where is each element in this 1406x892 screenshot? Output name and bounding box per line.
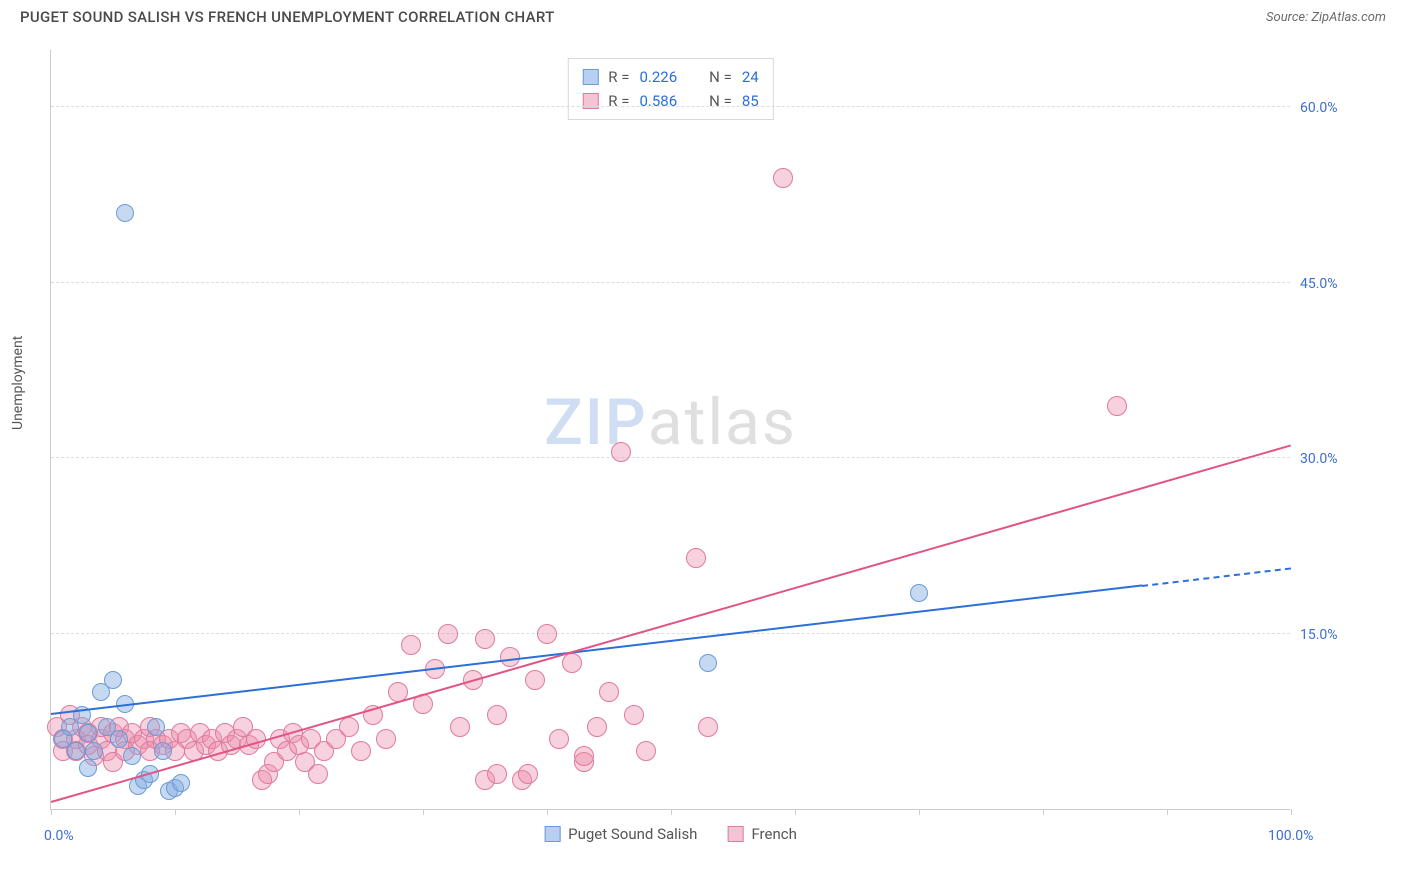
r-value-salish: 0.226 xyxy=(639,65,677,89)
salish-point xyxy=(67,742,85,760)
swatch-salish xyxy=(582,69,598,85)
french-point xyxy=(686,548,706,568)
french-point xyxy=(537,624,557,644)
r-label: R = xyxy=(608,89,629,113)
y-tick-label: 60.0% xyxy=(1300,100,1360,116)
r-value-french: 0.586 xyxy=(639,89,677,113)
gridline xyxy=(51,106,1290,107)
french-point xyxy=(308,764,328,784)
chart-title: PUGET SOUND SALISH VS FRENCH UNEMPLOYMEN… xyxy=(20,8,555,26)
salish-point xyxy=(699,654,717,672)
x-tick-mark xyxy=(299,809,300,815)
x-tick-mark xyxy=(795,809,796,815)
french-point xyxy=(574,746,594,766)
legend-item-french: French xyxy=(727,825,796,843)
n-label: N = xyxy=(709,65,732,89)
gridline xyxy=(51,457,1290,458)
x-tick-mark xyxy=(423,809,424,815)
french-point xyxy=(773,168,793,188)
salish-point xyxy=(104,671,122,689)
salish-point xyxy=(116,204,134,222)
french-point xyxy=(562,653,582,673)
scatter-chart: ZIPatlas R = 0.226 N = 24 R = 0.586 N = … xyxy=(50,50,1290,810)
r-label: R = xyxy=(608,65,629,89)
watermark-atlas: atlas xyxy=(648,385,797,460)
y-tick-label: 15.0% xyxy=(1300,627,1360,643)
stats-row-salish: R = 0.226 N = 24 xyxy=(582,65,758,89)
chart-source: Source: ZipAtlas.com xyxy=(1266,10,1386,25)
salish-point xyxy=(147,718,165,736)
chart-header: PUGET SOUND SALISH VS FRENCH UNEMPLOYMEN… xyxy=(0,0,1406,32)
salish-point xyxy=(110,730,128,748)
y-tick-label: 30.0% xyxy=(1300,451,1360,467)
french-point xyxy=(549,729,569,749)
y-tick-label: 45.0% xyxy=(1300,276,1360,292)
watermark-zip: ZIP xyxy=(544,385,648,460)
salish-point xyxy=(123,747,141,765)
salish-point xyxy=(154,742,172,760)
n-label: N = xyxy=(709,89,732,113)
series-legend: Puget Sound Salish French xyxy=(544,825,797,843)
french-point xyxy=(599,682,619,702)
legend-label-french: French xyxy=(751,825,796,843)
salish-point xyxy=(910,584,928,602)
x-axis-min-label: 0.0% xyxy=(44,828,74,844)
salish-point xyxy=(79,759,97,777)
y-axis-label: Unemployment xyxy=(10,336,26,430)
french-point xyxy=(339,717,359,737)
legend-item-salish: Puget Sound Salish xyxy=(544,825,697,843)
n-value-salish: 24 xyxy=(742,65,759,89)
stats-row-french: R = 0.586 N = 85 xyxy=(582,89,758,113)
french-point xyxy=(450,717,470,737)
french-point xyxy=(525,670,545,690)
gridline xyxy=(51,633,1290,634)
x-tick-mark xyxy=(547,809,548,815)
x-axis-max-label: 100.0% xyxy=(1268,828,1313,844)
french-point xyxy=(401,635,421,655)
x-tick-mark xyxy=(51,809,52,815)
x-tick-mark xyxy=(1167,809,1168,815)
swatch-french xyxy=(727,826,743,842)
french-point xyxy=(698,717,718,737)
french-point xyxy=(376,729,396,749)
french-point xyxy=(487,764,507,784)
n-value-french: 85 xyxy=(742,89,759,113)
x-tick-mark xyxy=(1291,809,1292,815)
x-tick-mark xyxy=(175,809,176,815)
x-tick-mark xyxy=(671,809,672,815)
swatch-salish xyxy=(544,826,560,842)
french-point xyxy=(624,705,644,725)
french-point xyxy=(351,741,371,761)
gridline xyxy=(51,282,1290,283)
correlation-stats-box: R = 0.226 N = 24 R = 0.586 N = 85 xyxy=(567,58,773,120)
regression-line xyxy=(51,445,1292,804)
french-point xyxy=(1107,396,1127,416)
salish-point xyxy=(85,742,103,760)
french-point xyxy=(518,764,538,784)
regression-line xyxy=(1142,567,1291,587)
salish-point xyxy=(172,774,190,792)
regression-line xyxy=(51,585,1142,716)
watermark: ZIPatlas xyxy=(544,385,797,460)
french-point xyxy=(475,629,495,649)
french-point xyxy=(487,705,507,725)
x-tick-mark xyxy=(1043,809,1044,815)
salish-point xyxy=(79,724,97,742)
legend-label-salish: Puget Sound Salish xyxy=(568,825,697,843)
french-point xyxy=(636,741,656,761)
french-point xyxy=(587,717,607,737)
x-tick-mark xyxy=(919,809,920,815)
french-point xyxy=(438,624,458,644)
french-point xyxy=(611,442,631,462)
